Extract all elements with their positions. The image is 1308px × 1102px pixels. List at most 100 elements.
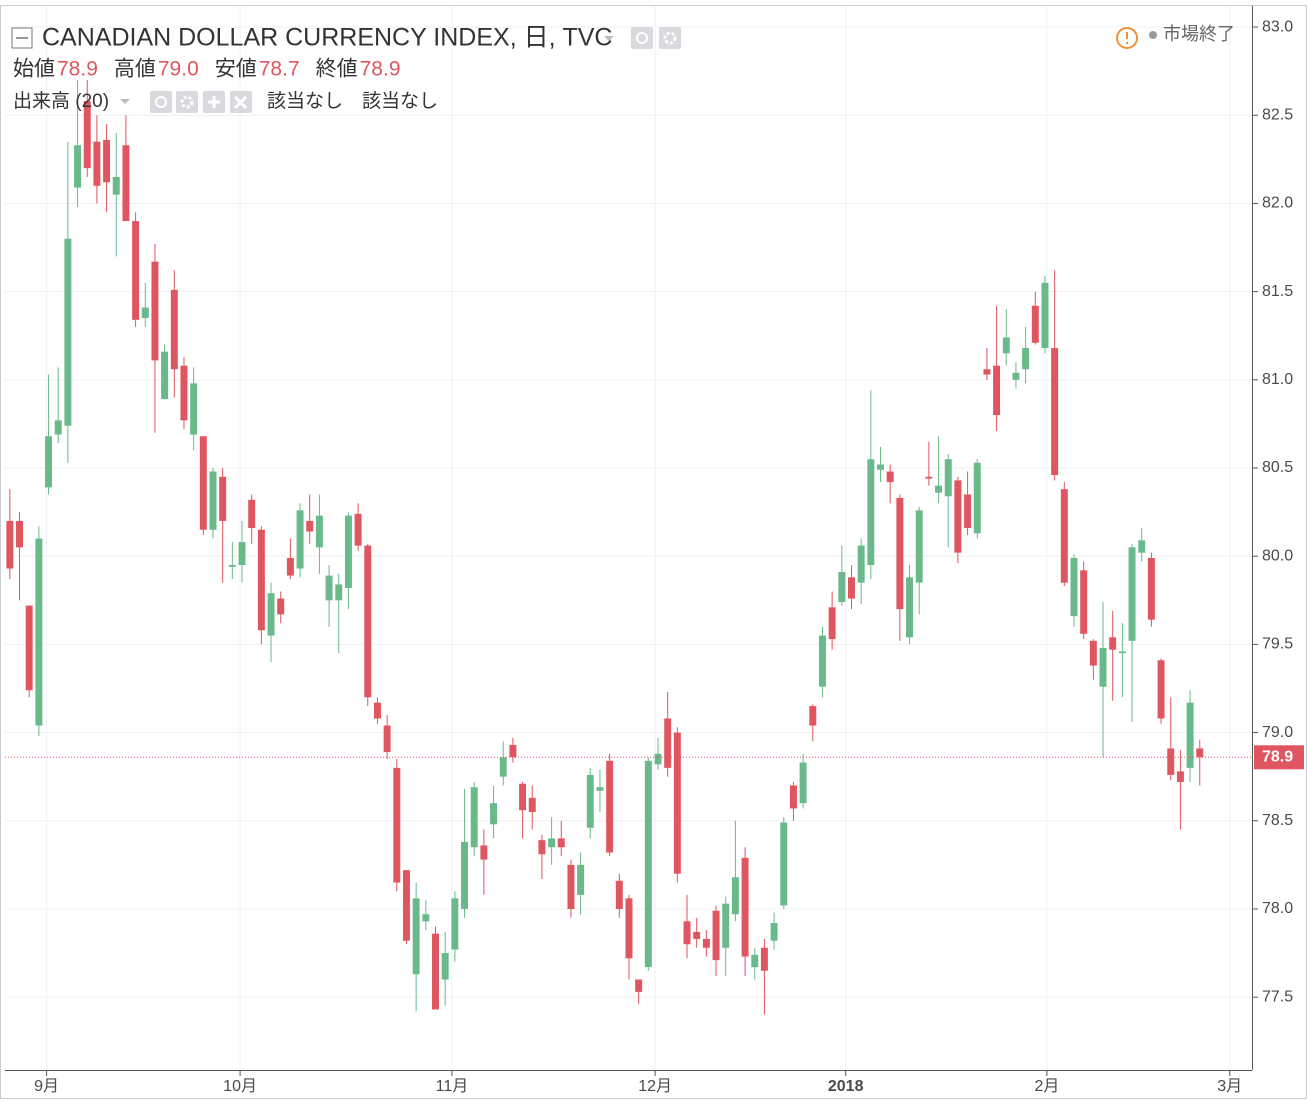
market-status: 市場終了 (1163, 24, 1235, 44)
legend-header: CANADIAN DOLLAR CURRENCY INDEX, 日, TVC 始… (11, 24, 1235, 113)
candle-body (867, 459, 875, 566)
candle-body (1012, 372, 1020, 380)
indicator-name: 出来高 (20) (13, 90, 109, 112)
candle-body (741, 857, 749, 957)
candle-body (180, 365, 188, 421)
plus-icon (208, 96, 220, 108)
candle-body (461, 841, 469, 909)
candle-body (306, 520, 314, 532)
candle-body (683, 921, 691, 945)
candle-body (432, 933, 439, 1010)
candle-body (412, 898, 420, 975)
candle-body (1099, 647, 1107, 687)
candle-body (1022, 348, 1030, 370)
candle-body (490, 803, 498, 825)
candle-body (954, 480, 962, 553)
indicator-dropdown[interactable] (120, 99, 130, 104)
candle-body (112, 176, 120, 195)
candle-body (402, 870, 410, 941)
ohlc-label: 終値 (316, 58, 358, 81)
dropdown-arrow[interactable] (604, 36, 614, 41)
candle-body (1109, 637, 1117, 650)
candle-body (480, 845, 488, 860)
candle-body (364, 545, 372, 698)
candle-body (751, 954, 759, 968)
candle-body (296, 510, 304, 569)
candle-body (35, 538, 43, 726)
settings-button[interactable] (659, 27, 681, 49)
candle-body (644, 760, 652, 968)
candle-body (538, 840, 546, 855)
symbol-title: CANADIAN DOLLAR CURRENCY INDEX, 日, TVC (42, 24, 612, 52)
candle-body (74, 145, 82, 188)
candle-body (64, 238, 72, 426)
candle-body (190, 383, 198, 435)
candle-body (925, 476, 933, 479)
x-tick-label: 2018 (828, 1078, 864, 1095)
candle-body (615, 880, 623, 909)
candle-body (1051, 348, 1059, 476)
candle-body (451, 898, 459, 950)
y-tick-label: 80.5 (1262, 459, 1293, 476)
candle-body (45, 436, 53, 488)
ohlc-label: 高値 (114, 58, 156, 81)
candle-body (132, 221, 140, 320)
candle-body (857, 545, 865, 583)
cross-icon (233, 95, 248, 110)
candle-body (635, 979, 643, 992)
candle-body (1080, 570, 1088, 634)
candle-body (267, 593, 275, 636)
x-tick-label: 11月 (436, 1078, 469, 1095)
status-dot (1149, 31, 1157, 39)
warning-icon[interactable] (1116, 27, 1138, 49)
candle-body (625, 898, 633, 959)
last-price-box (1254, 745, 1304, 770)
candle-body (219, 476, 227, 521)
candle-body (6, 520, 14, 569)
candle-body (122, 145, 130, 222)
candle-body (199, 436, 207, 530)
candle-body (344, 515, 352, 588)
eye-button[interactable] (631, 27, 653, 49)
candle-body (1089, 640, 1097, 666)
candle-body (1041, 282, 1049, 349)
candles (6, 79, 1204, 1015)
y-tick-label: 79.5 (1262, 636, 1293, 653)
ohlc-label: 安値 (215, 58, 257, 81)
settings-icon (663, 31, 677, 45)
candle-body (818, 635, 826, 687)
candle-body (335, 584, 343, 601)
y-tick-label: 80.0 (1262, 547, 1293, 564)
y-tick-label: 77.5 (1262, 988, 1293, 1005)
candle-body (606, 760, 614, 853)
overlay: 77.5 78.0 78.5 79.0 79.5 80.0 80.5 81.0 81.5 82.0… (5, 18, 1304, 1095)
grid (5, 5, 1252, 1070)
y-tick-label: 81.0 (1262, 371, 1293, 388)
indicator-settings-button[interactable] (176, 91, 198, 113)
candle-body (528, 797, 536, 812)
frame (0, 5, 1307, 1099)
candle-body (993, 365, 1001, 416)
ohlc-value: 78.9 (360, 58, 401, 81)
y-tick-label: 78.5 (1262, 812, 1293, 829)
candle-body (722, 903, 730, 948)
candle-body (470, 787, 478, 848)
candle-body (567, 864, 575, 909)
candle-body (712, 910, 720, 961)
candle-body (441, 953, 449, 980)
candle-body (886, 471, 894, 483)
ohlc-row: 始値 78.9 高値 79.0 安値 78.7 終値 78.9 (13, 58, 401, 81)
candle-body (693, 931, 701, 939)
y-tick-label: 83.0 (1262, 18, 1293, 35)
candle-body (944, 459, 952, 497)
candle-body (277, 598, 285, 615)
candle-body (238, 542, 246, 566)
indicator-eye-button[interactable] (150, 91, 172, 113)
candle-body (286, 557, 294, 576)
candle-body (983, 369, 991, 375)
candle-body (586, 774, 594, 828)
candle-body (509, 744, 517, 758)
